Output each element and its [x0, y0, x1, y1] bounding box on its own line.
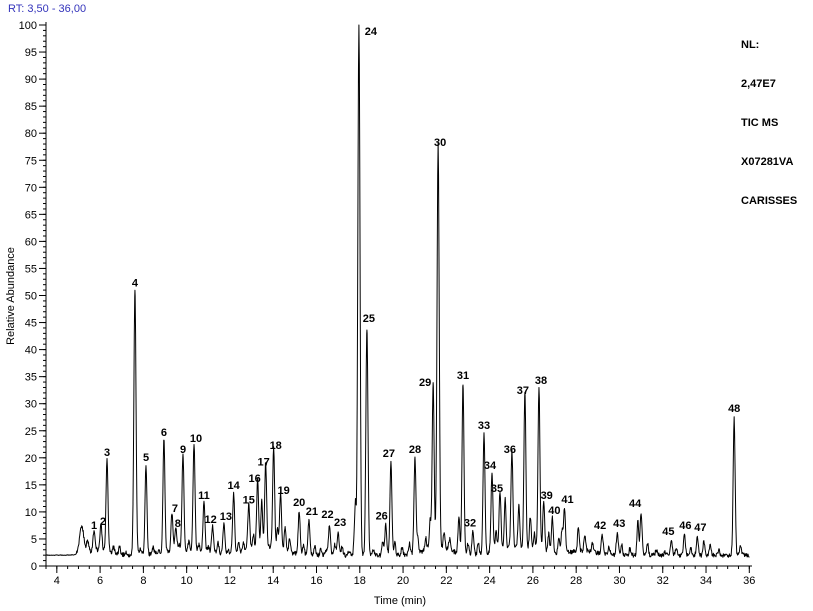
peak-label: 5 [143, 452, 149, 464]
peak-label: 19 [277, 485, 289, 497]
peak-label: 31 [457, 370, 469, 382]
x-tick-label: 32 [657, 575, 669, 587]
peak-label: 45 [662, 526, 674, 538]
peak-label: 32 [464, 518, 476, 530]
peak-label: 25 [363, 313, 375, 325]
y-tick-label: 10 [25, 507, 37, 519]
peak-label: 3 [104, 447, 110, 459]
peak-label: 15 [243, 495, 255, 507]
peak-label: 1 [91, 520, 97, 532]
x-tick-label: 4 [54, 575, 60, 587]
y-tick-label: 30 [25, 399, 37, 411]
peak-label: 34 [484, 460, 497, 472]
y-tick-label: 75 [25, 155, 37, 167]
legend-line-value: 2,47E7 [741, 78, 776, 90]
peak-label: 37 [517, 385, 529, 397]
x-tick-label: 22 [440, 575, 452, 587]
peak-label: 43 [613, 518, 625, 530]
y-tick-label: 95 [25, 47, 37, 59]
y-tick-label: 80 [25, 128, 37, 140]
x-tick-label: 26 [527, 575, 539, 587]
legend-line-study: CARISSES [741, 195, 798, 207]
y-tick-label: 60 [25, 236, 37, 248]
x-tick-label: 24 [483, 575, 495, 587]
peak-label: 10 [190, 433, 202, 445]
peak-label: 42 [594, 520, 606, 532]
y-tick-label: 70 [25, 182, 37, 194]
y-tick-label: 5 [31, 534, 37, 546]
peak-label: 18 [270, 440, 282, 452]
x-tick-label: 28 [570, 575, 582, 587]
peak-label: 4 [132, 277, 139, 289]
peak-label: 26 [376, 510, 388, 522]
rt-range-label: RT: 3,50 - 36,00 [8, 3, 87, 15]
peak-label: 44 [629, 498, 642, 510]
peak-label: 48 [728, 403, 740, 415]
peak-label: 30 [434, 137, 446, 149]
x-tick-label: 6 [97, 575, 103, 587]
peak-label: 9 [180, 444, 186, 456]
y-tick-label: 85 [25, 101, 37, 113]
peak-label: 13 [220, 511, 232, 523]
peak-label: 14 [227, 480, 240, 492]
peak-label: 7 [172, 503, 178, 515]
peak-label: 35 [491, 483, 503, 495]
peak-label: 41 [561, 494, 573, 506]
y-tick-label: 40 [25, 345, 37, 357]
peak-label: 38 [535, 375, 547, 387]
x-tick-label: 12 [224, 575, 236, 587]
legend-line-ticms: TIC MS [741, 117, 779, 129]
normalization-legend: NL: 2,47E7 TIC MS X07281VA CARISSES [741, 13, 797, 234]
y-tick-label: 15 [25, 480, 37, 492]
tic-trace [45, 24, 750, 558]
peak-label: 24 [365, 26, 378, 38]
peak-label: 11 [198, 490, 210, 502]
x-tick-label: 8 [140, 575, 146, 587]
peak-label: 22 [321, 509, 333, 521]
x-tick-label: 20 [397, 575, 409, 587]
y-tick-label: 25 [25, 426, 37, 438]
x-tick-label: 30 [613, 575, 625, 587]
peak-label: 23 [334, 517, 346, 529]
y-tick-label: 55 [25, 263, 37, 275]
peak-label: 20 [293, 497, 305, 509]
legend-line-sample: X07281VA [741, 156, 794, 168]
peak-label: 8 [175, 518, 181, 530]
y-tick-label: 100 [19, 20, 37, 32]
legend-line-nl: NL: [741, 39, 760, 51]
y-tick-label: 50 [25, 291, 37, 303]
x-tick-label: 16 [310, 575, 322, 587]
peak-label: 47 [694, 522, 706, 534]
y-axis-title: Relative Abundance [5, 247, 17, 345]
x-tick-label: 14 [267, 575, 279, 587]
y-tick-label: 65 [25, 209, 37, 221]
peak-label: 28 [409, 444, 421, 456]
peak-label: 40 [548, 505, 560, 517]
peak-label: 6 [161, 427, 167, 439]
y-tick-label: 45 [25, 318, 37, 330]
peak-label: 29 [419, 377, 431, 389]
x-tick-label: 10 [181, 575, 193, 587]
y-tick-label: 0 [31, 561, 37, 573]
peak-label: 16 [248, 473, 260, 485]
peak-label: 36 [504, 444, 516, 456]
peak-label: 33 [478, 420, 490, 432]
y-tick-label: 35 [25, 372, 37, 384]
peak-label: 27 [383, 448, 395, 460]
x-tick-label: 34 [700, 575, 712, 587]
x-axis-title: Time (min) [374, 595, 426, 607]
y-tick-label: 90 [25, 74, 37, 86]
x-tick-label: 36 [743, 575, 755, 587]
x-tick-label: 18 [354, 575, 366, 587]
peak-label: 17 [257, 456, 269, 468]
peak-label: 46 [679, 520, 691, 532]
peak-label: 2 [100, 516, 106, 528]
peak-label: 39 [541, 490, 553, 502]
peak-label: 21 [306, 506, 318, 518]
peak-label: 12 [204, 514, 216, 526]
y-tick-label: 20 [25, 453, 37, 465]
